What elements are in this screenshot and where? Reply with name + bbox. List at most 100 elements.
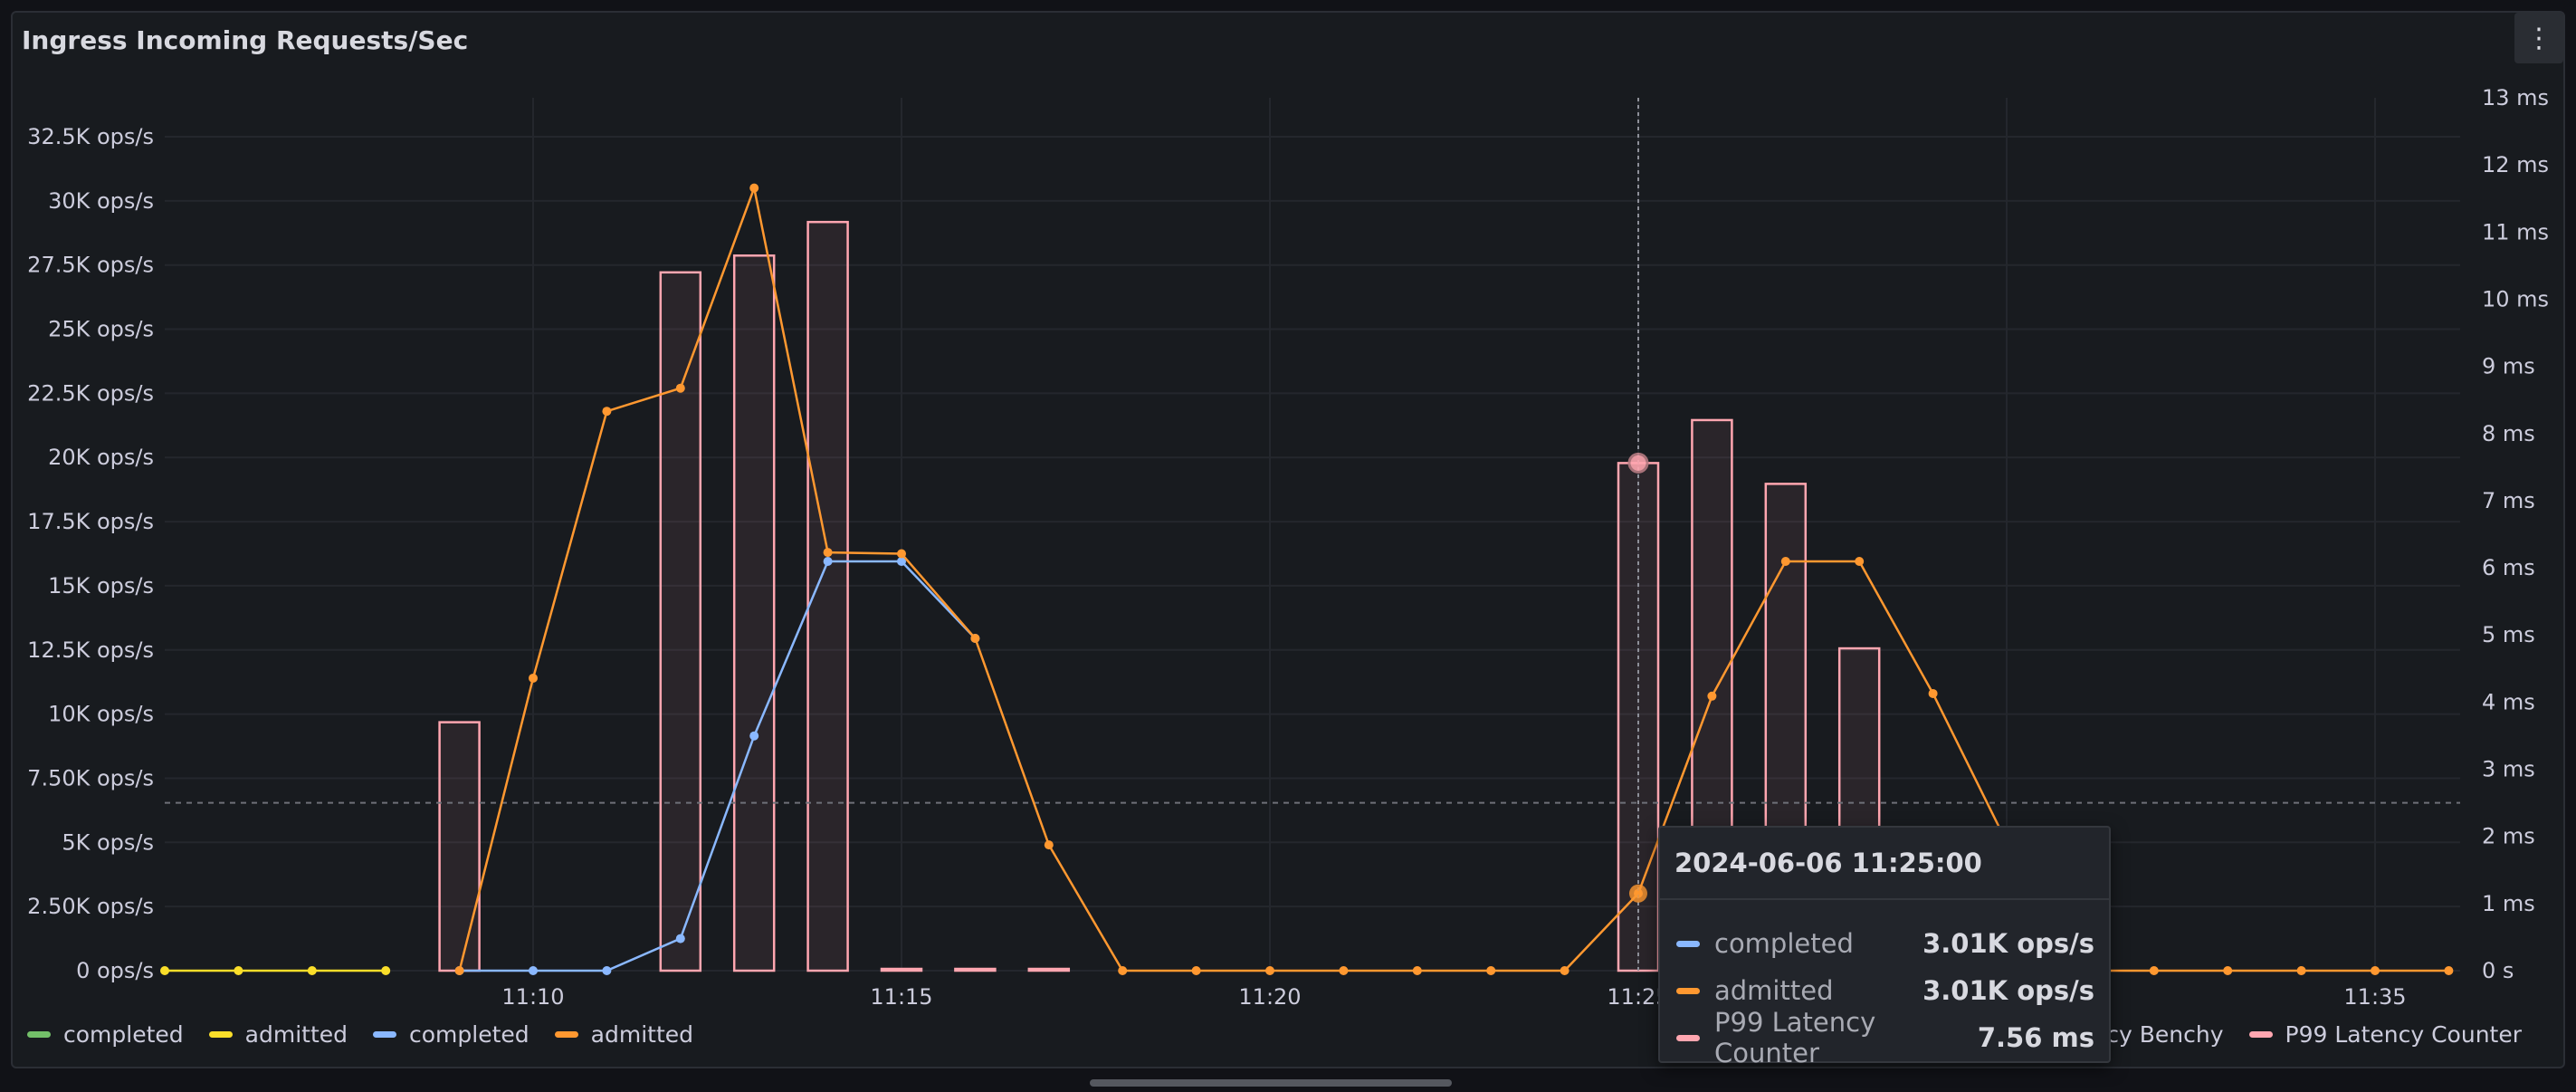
latency-bar	[880, 967, 923, 972]
data-point	[1560, 966, 1569, 975]
data-point	[1191, 966, 1201, 975]
legend-item-p99-latency-counter[interactable]: P99 Latency Counter	[2248, 1021, 2523, 1048]
latency-bar	[659, 271, 702, 972]
y-tick-label-left: 0 ops/s	[76, 958, 154, 983]
chart-panel	[11, 11, 2565, 1068]
data-point	[1044, 840, 1054, 850]
y-tick-label-left: 2.50K ops/s	[27, 894, 154, 919]
latency-bar	[438, 721, 481, 972]
y-tick-label-right: 1 ms	[2482, 891, 2535, 916]
y-tick-label-right: 12 ms	[2482, 152, 2549, 177]
data-point	[675, 383, 685, 393]
legend-label: admitted	[590, 1021, 693, 1048]
y-tick-label-right: 0 s	[2482, 958, 2514, 983]
y-tick-label-right: 3 ms	[2482, 757, 2535, 782]
data-point	[2223, 966, 2233, 975]
tooltip-series-value: 7.56 ms	[1977, 1022, 2094, 1053]
data-point	[897, 557, 906, 567]
y-tick-label-right: 8 ms	[2482, 421, 2535, 446]
data-point	[529, 966, 538, 975]
y-tick-label-right: 2 ms	[2482, 824, 2535, 849]
legend-label: admitted	[244, 1021, 348, 1048]
y-tick-label-left: 12.5K ops/s	[27, 637, 154, 663]
data-point	[970, 634, 980, 644]
tooltip-series-name: completed	[1714, 928, 1854, 959]
tooltip-series-name: P99 Latency Counter	[1714, 1007, 1876, 1068]
legend-label: completed	[409, 1021, 530, 1048]
tooltip-divider	[1660, 898, 2109, 900]
legend-swatch	[554, 1031, 578, 1038]
legend-item-completed-green[interactable]: completed	[27, 1021, 184, 1048]
horizontal-scrollbar[interactable]	[1090, 1079, 1452, 1087]
series-line-completed	[459, 560, 977, 972]
data-point	[454, 966, 464, 975]
tooltip-row-completed: completed 3.01K ops/s	[1676, 927, 2094, 960]
data-point	[1412, 966, 1422, 975]
latency-bar	[954, 967, 997, 972]
y-tick-label-right: 4 ms	[2482, 689, 2535, 714]
legend-swatch	[27, 1031, 51, 1038]
hover-point-admitted	[1629, 884, 1647, 903]
y-tick-label-left: 5K ops/s	[62, 829, 154, 855]
data-point	[1486, 966, 1496, 975]
data-point	[602, 966, 612, 975]
y-tick-label-left: 32.5K ops/s	[27, 124, 154, 149]
panel-title: Ingress Incoming Requests/Sec	[22, 25, 469, 55]
data-point	[2149, 966, 2159, 975]
data-point	[897, 549, 906, 559]
legend-swatch	[373, 1031, 396, 1038]
y-tick-label-left: 10K ops/s	[48, 702, 154, 727]
y-tick-label-left: 20K ops/s	[48, 445, 154, 470]
y-tick-label-left: 25K ops/s	[48, 317, 154, 342]
legend-left: completed admitted completed admitted	[27, 1021, 693, 1048]
y-tick-label-right: 13 ms	[2482, 85, 2549, 110]
tooltip-time: 2024-06-06 11:25:00	[1674, 848, 1982, 878]
hover-point-latency	[1627, 452, 1649, 474]
data-point	[675, 934, 685, 944]
hover-tooltip: 2024-06-06 11:25:00 completed 3.01K ops/…	[1658, 826, 2111, 1068]
tooltip-swatch	[1676, 1034, 1700, 1041]
tooltip-series-name: admitted	[1714, 975, 1834, 1006]
data-point	[1118, 966, 1128, 975]
tooltip-swatch	[1676, 987, 1700, 994]
y-tick-label-left: 27.5K ops/s	[27, 253, 154, 278]
legend-item-admitted-yellow[interactable]: admitted	[208, 1021, 348, 1048]
data-point	[1928, 688, 1938, 698]
panel-menu-button[interactable]: ⋮	[2514, 13, 2563, 63]
tooltip-series-value: 3.01K ops/s	[1922, 928, 2094, 959]
data-point	[749, 731, 759, 741]
y-tick-label-left: 22.5K ops/s	[27, 380, 154, 406]
data-point	[823, 557, 833, 567]
x-tick-label: 11:35	[2343, 984, 2406, 1010]
data-point	[2444, 966, 2454, 975]
tooltip-row-admitted: admitted 3.01K ops/s	[1676, 974, 2094, 1007]
latency-bar	[732, 254, 776, 972]
legend-swatch	[2248, 1031, 2273, 1038]
data-point	[1707, 691, 1717, 701]
tooltip-swatch	[1676, 940, 1700, 947]
legend-item-admitted-orange[interactable]: admitted	[554, 1021, 693, 1048]
data-point	[602, 407, 612, 417]
x-tick-label: 11:10	[501, 984, 564, 1010]
legend-item-completed-blue[interactable]: completed	[373, 1021, 530, 1048]
y-axis-left: 0 ops/s 2.50K ops/s 5K ops/s 7.50K ops/s 10K…	[27, 124, 154, 983]
tooltip-series-value: 3.01K ops/s	[1922, 975, 2094, 1006]
legend-label: P99 Latency Counter	[2285, 1021, 2523, 1048]
y-tick-label-right: 9 ms	[2482, 354, 2535, 379]
series-line-admitted	[458, 184, 2449, 972]
x-tick-label: 11:15	[870, 984, 932, 1010]
y-tick-label-right: 11 ms	[2482, 219, 2549, 244]
x-axis: 11:10 11:15 11:20 11:25 11:35	[501, 984, 2406, 1010]
y-tick-label-left: 7.50K ops/s	[27, 765, 154, 790]
y-tick-label-left: 15K ops/s	[48, 573, 154, 599]
y-tick-label-right: 7 ms	[2482, 488, 2535, 513]
x-tick-label: 11:20	[1238, 984, 1301, 1010]
data-point	[307, 966, 317, 975]
y-tick-label-left: 30K ops/s	[48, 188, 154, 214]
data-point	[1855, 557, 1865, 567]
y-tick-label-right: 6 ms	[2482, 555, 2535, 580]
vertical-ellipsis-icon: ⋮	[2525, 22, 2552, 54]
data-point	[2371, 966, 2380, 975]
legend-right: atency Benchy P99 Latency Counter	[2056, 1021, 2522, 1048]
